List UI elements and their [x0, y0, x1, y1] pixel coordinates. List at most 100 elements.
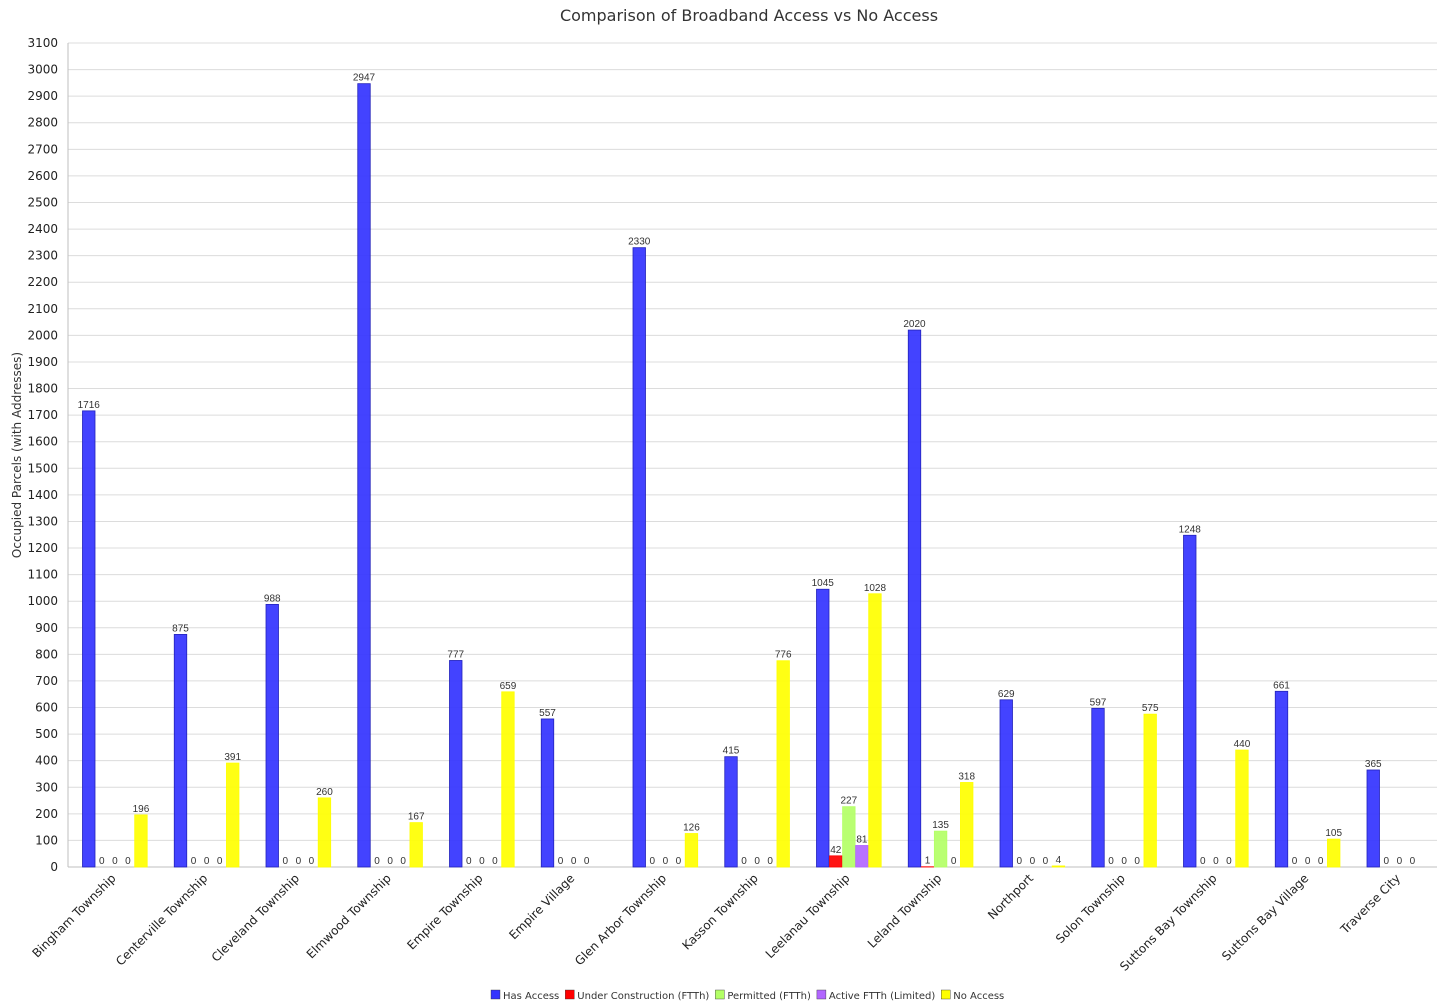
data-label: 0: [676, 856, 682, 867]
bar: [1366, 769, 1380, 868]
data-label: 196: [133, 804, 150, 815]
data-label: 391: [224, 752, 241, 763]
y-tick-label: 1500: [27, 461, 58, 475]
bar: [449, 660, 463, 868]
data-label: 1716: [78, 400, 101, 411]
data-label: 0: [1292, 856, 1298, 867]
x-tick-label: Leland Township: [865, 871, 945, 951]
data-label: 1: [925, 856, 931, 867]
y-tick-label: 1700: [27, 408, 58, 422]
data-label: 0: [1030, 856, 1036, 867]
data-label: 0: [99, 856, 105, 867]
grid-lines: [67, 42, 1437, 868]
bar: [540, 718, 555, 868]
data-label: 0: [558, 856, 564, 867]
bar: [1051, 865, 1066, 868]
x-tick-label: Solon Township: [1053, 871, 1128, 946]
x-tick-label: Bingham Township: [29, 871, 118, 960]
data-label: 659: [500, 681, 517, 692]
y-tick-label: 2300: [27, 249, 58, 263]
bar: [1183, 534, 1197, 868]
data-label: 0: [374, 856, 380, 867]
legend: Has Access Under Construction (FTTh) Permi…: [490, 989, 1004, 1002]
y-tick-label: 800: [35, 647, 58, 661]
y-tick-label: 1100: [27, 568, 58, 582]
bar: [82, 410, 96, 868]
legend-swatch: [816, 989, 827, 1000]
bar: [173, 634, 188, 868]
bar: [960, 782, 974, 868]
bar: [855, 845, 869, 868]
y-tick-label: 2000: [27, 328, 58, 342]
bar: [1235, 749, 1249, 868]
legend-label: Has Access: [503, 991, 559, 1002]
bar: [265, 603, 279, 868]
bar: [816, 588, 830, 868]
data-label: 227: [841, 796, 858, 807]
bar: [1327, 838, 1341, 868]
bar: [776, 660, 790, 868]
bar: [134, 814, 148, 868]
data-label: 0: [217, 856, 223, 867]
data-label: 0: [1134, 856, 1140, 867]
data-label: 629: [998, 689, 1015, 700]
bar: [999, 699, 1013, 868]
y-tick-label: 1300: [27, 514, 58, 528]
data-label: 0: [466, 856, 472, 867]
x-tick-label: Suttons Bay Township: [1117, 871, 1220, 974]
x-tick-label: Cleveland Township: [209, 871, 302, 964]
y-tick-label: 1400: [27, 488, 58, 502]
legend-label: Under Construction (FTTh): [577, 991, 709, 1002]
bar: [868, 593, 882, 868]
y-tick-label: 2700: [27, 142, 58, 156]
data-label: 81: [856, 834, 868, 845]
y-axis-ticks: 0 100 200 300 400 500 600 700 800 900 1000 1100 1200…: [27, 36, 58, 874]
data-label: 440: [1234, 739, 1251, 750]
data-label: 776: [775, 650, 792, 661]
data-label: 0: [1384, 856, 1390, 867]
data-label: 0: [1121, 856, 1127, 867]
data-label: 0: [283, 856, 289, 867]
x-tick-label: Centerville Township: [113, 871, 210, 968]
data-label: 167: [408, 812, 425, 823]
data-label: 0: [387, 856, 393, 867]
data-label: 557: [539, 708, 556, 719]
data-label: 1045: [812, 578, 835, 589]
data-label: 0: [479, 856, 485, 867]
legend-swatch: [565, 989, 575, 1000]
x-tick-label: Empire Township: [404, 871, 485, 952]
bar: [501, 691, 515, 868]
data-label: 777: [447, 649, 464, 660]
data-label: 0: [1410, 856, 1416, 867]
data-label: 875: [172, 623, 189, 634]
x-tick-label: Traverse City: [1337, 871, 1403, 937]
x-tick-label: Kasson Township: [679, 871, 760, 952]
bar: [409, 822, 423, 868]
data-label: 0: [191, 856, 197, 867]
bars: [82, 83, 1380, 868]
bar: [907, 329, 922, 868]
data-label: 126: [683, 823, 700, 834]
data-label: 0: [112, 856, 118, 867]
data-label: 661: [1273, 680, 1290, 691]
data-label: 0: [584, 856, 590, 867]
y-tick-label: 700: [35, 674, 58, 688]
y-tick-label: 500: [35, 727, 58, 741]
data-label: 2330: [628, 237, 651, 248]
data-label: 0: [204, 856, 210, 867]
data-label: 260: [316, 787, 333, 798]
x-tick-label: Empire Village: [506, 871, 577, 942]
legend-label: No Access: [953, 991, 1004, 1002]
bar: [226, 762, 240, 868]
data-label: 318: [958, 771, 975, 782]
data-label: 0: [492, 856, 498, 867]
y-tick-label: 1900: [27, 355, 58, 369]
y-tick-label: 2500: [27, 195, 58, 209]
y-tick-label: 2800: [27, 116, 58, 130]
chart-title: Comparison of Broadband Access vs No Acc…: [560, 6, 938, 25]
y-tick-label: 600: [35, 701, 58, 715]
data-label: 0: [1043, 856, 1049, 867]
